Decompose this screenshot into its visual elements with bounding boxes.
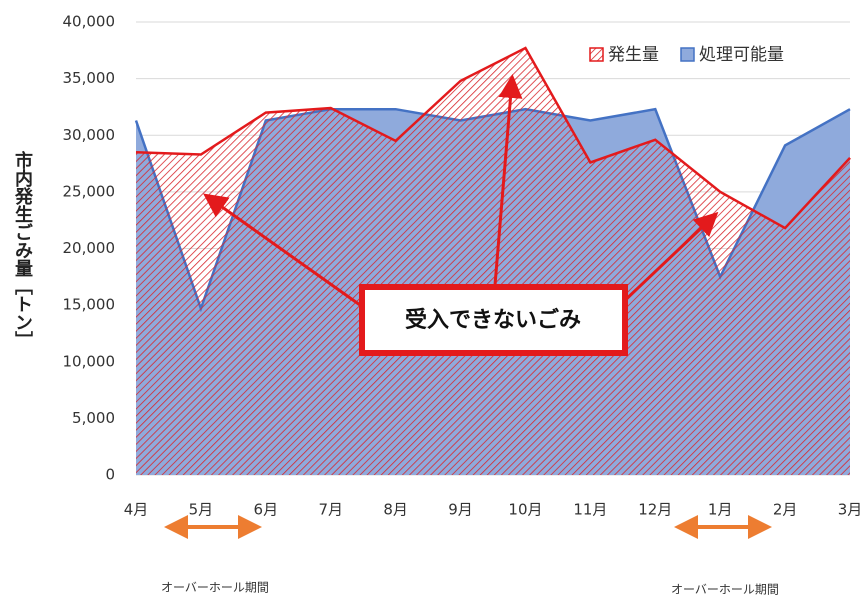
y-tick-label: 25,000	[63, 182, 116, 200]
arrow	[618, 211, 719, 307]
x-tick-label: 9月	[448, 501, 473, 519]
legend: 発生量 処理可能量	[589, 45, 784, 65]
x-tick-label: 7月	[318, 501, 343, 519]
y-tick-label: 10,000	[63, 352, 116, 370]
legend-label: 処理可能量	[699, 45, 784, 65]
x-tick-label: 1月	[708, 501, 733, 519]
arrow	[203, 193, 361, 307]
area	[136, 48, 850, 476]
x-tick-label: 3月	[838, 501, 863, 519]
x-tick-label: 12月	[638, 501, 672, 519]
arrow	[493, 74, 523, 286]
y-tick-label: 15,000	[63, 296, 116, 314]
y-axis-label: 市内発生ごみ量［トン］	[12, 150, 34, 349]
x-tick-label: 10月	[508, 501, 542, 519]
x-tick-label: 4月	[124, 501, 149, 519]
y-tick-label: 5,000	[72, 409, 115, 427]
period-label: オーバーホール期間	[671, 583, 779, 597]
plot-area	[134, 46, 851, 476]
y-tick-label: 35,000	[63, 69, 116, 87]
period-label: オーバーホール期間	[161, 581, 269, 595]
legend-swatch	[589, 47, 604, 62]
x-tick-label: 5月	[189, 501, 214, 519]
y-tick-label: 0	[105, 466, 115, 484]
y-tick-label: 40,000	[63, 13, 116, 31]
y-tick-label: 20,000	[63, 239, 116, 257]
x-tick-label: 6月	[254, 501, 279, 519]
callout-box	[359, 284, 628, 356]
y-tick-label: 30,000	[63, 126, 116, 144]
callout: 受入できないごみ	[203, 74, 719, 356]
legend-swatch	[680, 47, 695, 62]
legend-label: 発生量	[608, 45, 659, 65]
x-tick-label: 8月	[383, 501, 408, 519]
line	[135, 46, 851, 230]
callout-text: 受入できないごみ	[405, 307, 581, 333]
x-tick-label: 2月	[773, 501, 798, 519]
x-tick-label: 11月	[573, 501, 607, 519]
